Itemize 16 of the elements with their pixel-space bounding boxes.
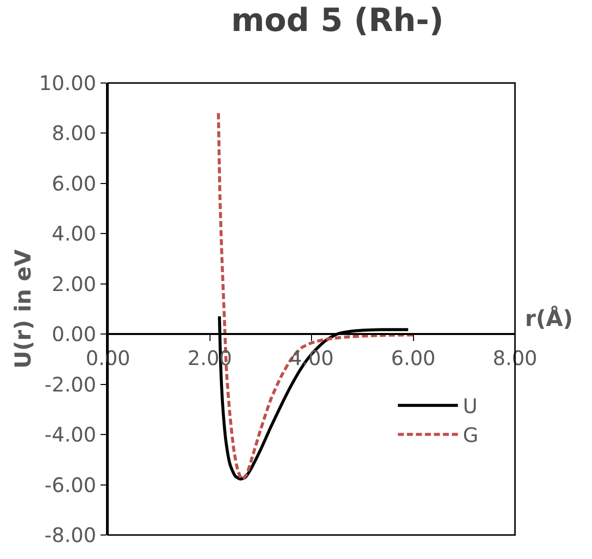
y-tick-label: -2.00	[44, 372, 96, 396]
y-tick-label: -4.00	[44, 422, 96, 447]
x-axis-title: r(Å)	[525, 305, 573, 332]
y-tick-label: 2.00	[52, 272, 96, 296]
y-tick-label: -6.00	[44, 472, 96, 497]
y-tick-label: 8.00	[52, 121, 96, 146]
chart-title: mod 5 (Rh-)	[231, 0, 444, 39]
x-tick-label: 6.00	[390, 346, 436, 370]
y-tick-label: 4.00	[52, 222, 96, 246]
y-tick-label: 10.00	[38, 71, 96, 95]
legend-label: U	[462, 394, 478, 418]
y-tick-label: -8.00	[44, 523, 96, 547]
legend-label: G	[462, 423, 478, 448]
y-axis-title: U(r) in eV	[11, 249, 36, 369]
y-tick-label: 6.00	[52, 171, 96, 196]
y-tick-label: 0.00	[52, 322, 96, 346]
